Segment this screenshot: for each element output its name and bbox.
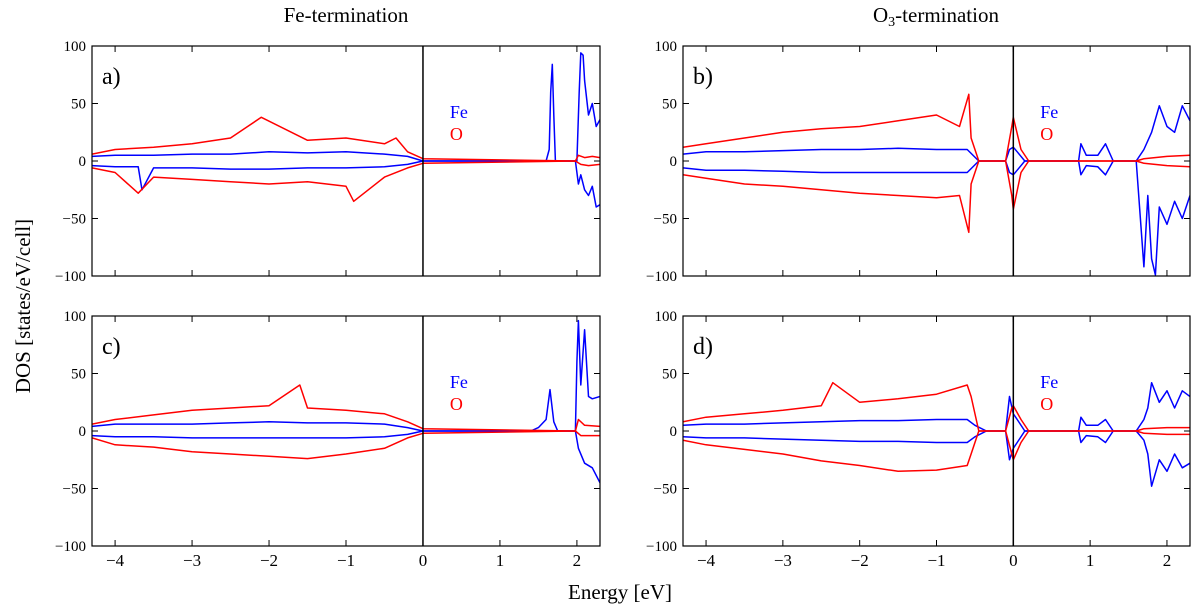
x-tick-label: −2 (851, 551, 869, 570)
legend-entry-o: O (450, 124, 463, 144)
series-line-fe-down (683, 160, 1190, 276)
panel-frame (91, 45, 601, 277)
y-tick-label: −50 (63, 482, 86, 498)
y-tick-label: 100 (64, 309, 87, 325)
x-tick-label: −4 (697, 551, 716, 570)
legend-entry-fe: Fe (450, 102, 468, 122)
series-line-fe-down (683, 430, 1190, 487)
x-tick-label: 1 (496, 551, 505, 570)
dos-panel: −100 −50 0 50 100 b) FeO (646, 39, 1191, 285)
column-title-o3-termination: O3-termination (873, 3, 999, 30)
series-line-o-down (92, 430, 600, 460)
series-line-fe-up (92, 319, 600, 432)
y-tick-label: −50 (654, 212, 677, 228)
x-tick-label: −3 (774, 551, 792, 570)
panel-label: b) (693, 64, 713, 90)
series-line-o-down (683, 430, 1190, 473)
y-tick-label: −100 (646, 269, 677, 285)
series-line-fe-up (92, 52, 600, 162)
panels-group: −100−50050100a)FeO−100−50050100b)FeO−100… (55, 39, 1191, 570)
y-tick-label: −100 (646, 539, 677, 555)
y-tick-label: −50 (654, 482, 677, 498)
dos-panel: −100 −50 0 50 100 −4 −3 −2 −1 0 1 2 c) FeO (55, 309, 601, 570)
x-tick-label: −2 (260, 551, 278, 570)
x-tick-label: 2 (1163, 551, 1172, 570)
y-tick-label: 100 (64, 39, 87, 55)
x-tick-label: −4 (106, 551, 125, 570)
x-tick-label: −3 (183, 551, 201, 570)
series-line-fe-down (92, 430, 600, 484)
y-tick-label: 0 (670, 424, 678, 440)
column-title-rest: -termination (895, 3, 999, 27)
series-line-o-up (92, 116, 600, 162)
column-title-main: O (873, 3, 888, 27)
x-tick-label: 0 (1009, 551, 1018, 570)
series-line-o-down (683, 160, 1190, 234)
y-axis-label: DOS [states/eV/cell] (11, 219, 35, 393)
series-line-fe-down (92, 160, 600, 208)
legend-entry-fe: Fe (1040, 102, 1058, 122)
series-line-fe-up (683, 105, 1190, 162)
x-tick-label: −1 (337, 551, 355, 570)
panel-frame (682, 45, 1191, 277)
y-tick-label: 50 (662, 367, 677, 383)
dos-panel: −100 −50 0 50 100 a) FeO (55, 39, 601, 285)
y-tick-label: −100 (55, 269, 86, 285)
panel-frame (91, 315, 601, 547)
legend-entry-o: O (1040, 124, 1053, 144)
x-tick-label: −1 (927, 551, 945, 570)
y-tick-label: 0 (79, 154, 87, 170)
panel-frame (682, 315, 1191, 547)
series-line-o-down (92, 160, 600, 203)
y-tick-label: 50 (662, 97, 677, 113)
legend-entry-o: O (1040, 394, 1053, 414)
y-tick-label: 100 (655, 39, 678, 55)
y-tick-label: −50 (63, 212, 86, 228)
legend-entry-fe: Fe (450, 372, 468, 392)
series-line-fe-up (683, 381, 1190, 432)
y-tick-label: 50 (71, 367, 86, 383)
panel-label: c) (102, 334, 121, 360)
y-tick-label: 50 (71, 97, 86, 113)
column-title-subscript: 3 (888, 15, 895, 30)
panel-label: d) (693, 334, 713, 360)
panel-label: a) (102, 64, 121, 90)
y-tick-label: 0 (79, 424, 87, 440)
series-line-o-up (92, 384, 600, 432)
x-tick-label: 2 (573, 551, 582, 570)
y-tick-label: −100 (55, 539, 86, 555)
dos-panel: −100 −50 0 50 100 −4 −3 −2 −1 0 1 2 d) FeO (646, 309, 1191, 570)
y-tick-label: 100 (655, 309, 678, 325)
y-tick-label: 0 (670, 154, 678, 170)
legend-entry-fe: Fe (1040, 372, 1058, 392)
x-axis-label: Energy [eV] (568, 580, 672, 604)
legend-entry-o: O (450, 394, 463, 414)
x-tick-label: 0 (419, 551, 428, 570)
x-tick-label: 1 (1086, 551, 1095, 570)
column-title-main: Fe-termination (284, 3, 409, 27)
column-title-fe-termination: Fe-termination (284, 3, 409, 27)
